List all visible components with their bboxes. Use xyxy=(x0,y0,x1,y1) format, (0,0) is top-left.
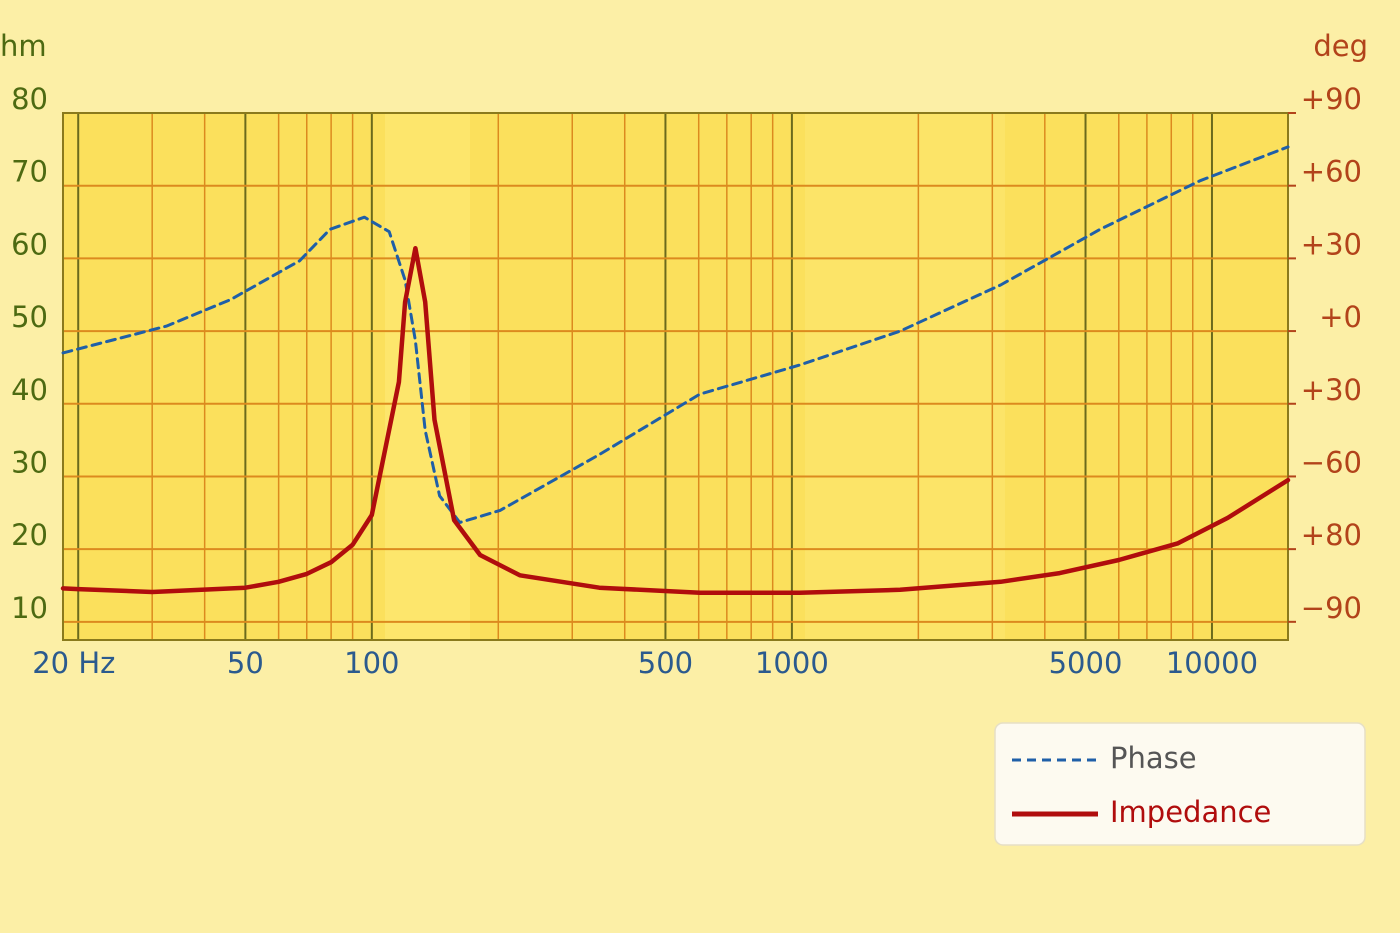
plot-band xyxy=(805,113,1005,640)
legend-label: Impedance xyxy=(1110,795,1271,829)
legend: Phase Impedance xyxy=(994,722,1366,846)
y2-tick-label: +80 xyxy=(1301,518,1362,552)
series-line xyxy=(61,145,1290,524)
y2-tick-label: +30 xyxy=(1301,373,1362,407)
y2-tick-label: +30 xyxy=(1301,227,1362,261)
x-tick-label: 10000 xyxy=(1166,646,1258,680)
y2-tick-label: +90 xyxy=(1301,82,1362,116)
y2-tick-label: +0 xyxy=(1319,300,1362,334)
y2-axis-label: deg xyxy=(1313,29,1368,63)
y-tick-label: 40 xyxy=(11,373,48,407)
x-tick-label: 5000 xyxy=(1049,646,1123,680)
grid xyxy=(63,112,1288,640)
y-tick-label: 10 xyxy=(11,591,48,625)
y-tick-label: 70 xyxy=(11,155,48,189)
lines xyxy=(60,145,1291,596)
y-tick-label: 20 xyxy=(11,518,48,552)
y2-tick-label: −60 xyxy=(1301,445,1362,479)
x-tick-label: 50 xyxy=(227,646,264,680)
plot-frame xyxy=(62,112,1289,641)
y2-tick-label: −90 xyxy=(1301,591,1362,625)
x-tick-label: 500 xyxy=(638,646,693,680)
plot-area xyxy=(63,113,1288,640)
series-line xyxy=(60,245,1291,596)
y-tick-label: 30 xyxy=(11,445,48,479)
y-axis-label: hm xyxy=(0,29,47,63)
x-tick-label: 100 xyxy=(344,646,399,680)
y-tick-label: 50 xyxy=(11,300,48,334)
y-tick-label: 60 xyxy=(11,227,48,261)
y-tick-label: 80 xyxy=(11,82,48,116)
y2-tick-label: +60 xyxy=(1301,155,1362,189)
labels: 20 Hz 50 100 500 1000 5000 10000 80 70 60 50 40 30 20… xyxy=(11,82,1362,680)
x-tick-label: 1000 xyxy=(755,646,829,680)
x-tick-label: 20 Hz xyxy=(32,646,115,680)
legend-label: Phase xyxy=(1110,741,1197,775)
